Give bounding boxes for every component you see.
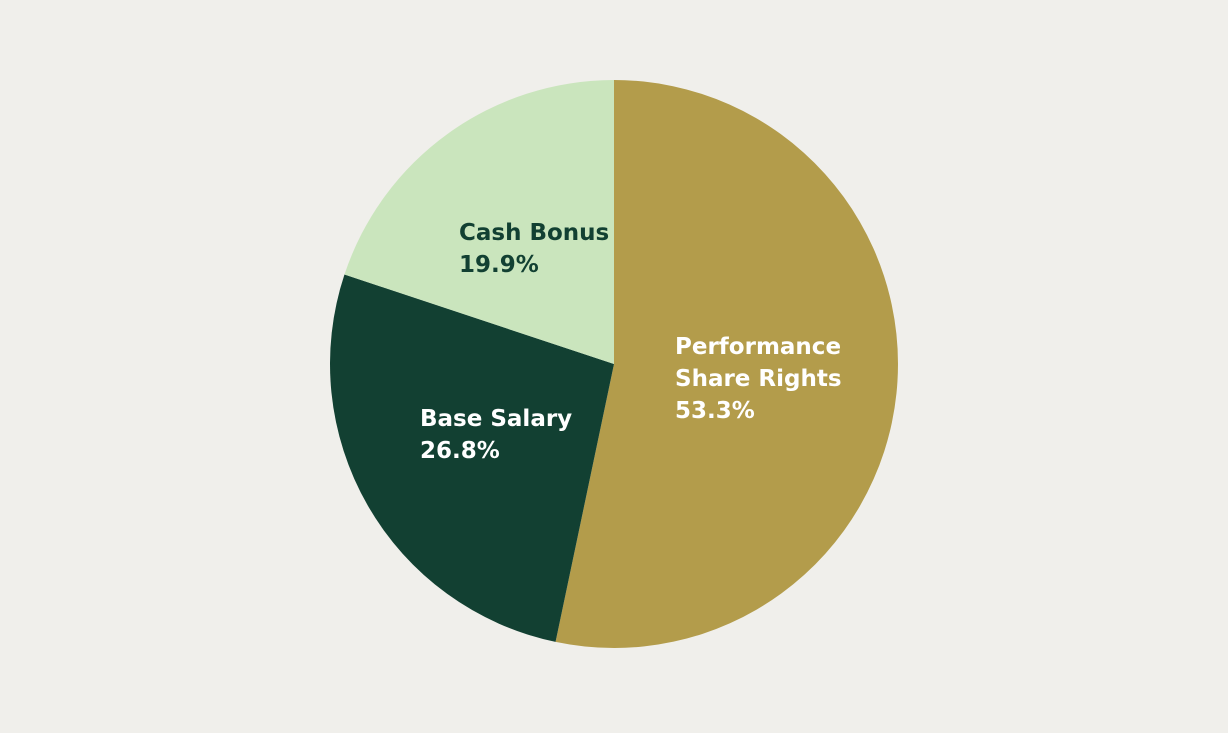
pie-slice-0 (555, 80, 898, 649)
slice-label-0-line-0: Performance (675, 334, 841, 360)
slice-value-label-2: 19.9% (459, 252, 539, 278)
pie-slice-2 (344, 80, 614, 364)
slice-label-1-line-0: Base Salary (420, 406, 572, 432)
slice-label-0-line-1: Share Rights (675, 366, 842, 392)
pie-slice-1 (330, 274, 614, 642)
slice-label-2-line-0: Cash Bonus (459, 220, 609, 246)
slice-value-label-0: 53.3% (675, 398, 755, 424)
slice-value-label-1: 26.8% (420, 438, 500, 464)
